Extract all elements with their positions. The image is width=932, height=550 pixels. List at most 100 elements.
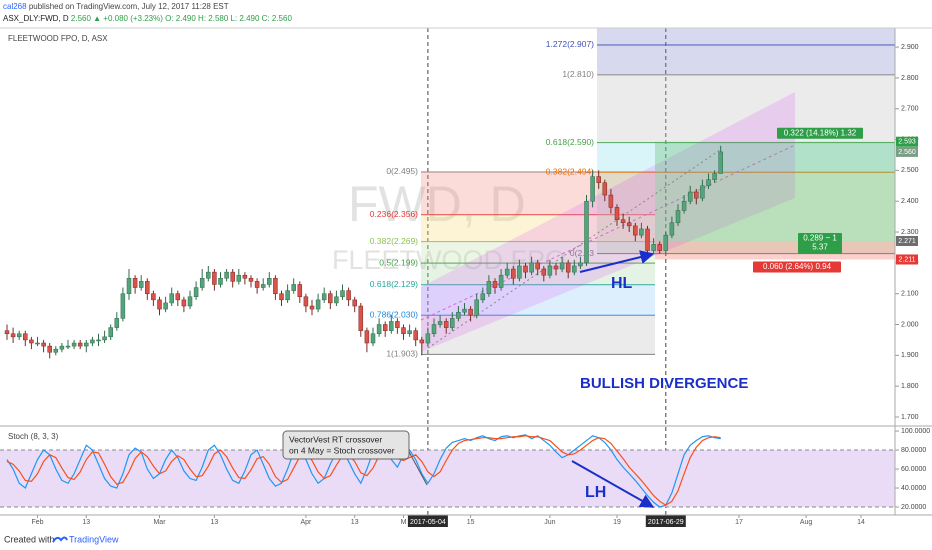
x-tick-label: Mar: [153, 519, 166, 526]
ratio-label: 0.289 ~ 1: [803, 234, 837, 243]
candle-body: [206, 271, 211, 279]
price-tag-label: 2.593: [898, 139, 916, 146]
candle-body: [71, 342, 77, 347]
candle-body: [651, 244, 656, 251]
candle-body: [608, 194, 614, 208]
candle-body: [242, 274, 248, 279]
candle-body: [468, 308, 473, 316]
candle-body: [230, 271, 235, 282]
trend-line: [427, 149, 721, 349]
candle-body: [16, 333, 22, 338]
candle-body: [102, 336, 107, 341]
y-tick-label: 2.100: [901, 291, 919, 298]
candle-body: [315, 299, 321, 310]
candle-body: [96, 339, 101, 342]
candle-body: [700, 185, 705, 199]
fib-label: 0.236(2.356): [370, 209, 418, 219]
change: ▲ +0.080 (+3.23%): [93, 14, 163, 23]
ohlc: O: 2.490 H: 2.580 L: 2.490 C: 2.560: [165, 14, 292, 23]
candle-body: [23, 333, 28, 341]
candle-body: [517, 265, 522, 279]
callout-text: VectorVest RT crossover: [289, 434, 382, 444]
candle-body: [706, 179, 711, 187]
user[interactable]: cal268: [3, 2, 27, 11]
candle-body: [157, 299, 162, 310]
candle-body: [224, 271, 229, 279]
candle-body: [340, 290, 345, 298]
candle-body: [614, 207, 620, 220]
candle-body: [35, 342, 40, 345]
candle-body: [633, 225, 638, 236]
candle-body: [626, 222, 632, 227]
candle-body: [645, 228, 650, 251]
candle-body: [694, 191, 699, 199]
stop-label-box: [753, 261, 841, 273]
candle-body: [309, 305, 315, 310]
candle-body: [504, 268, 510, 276]
y-tick-label: 60.0000: [901, 466, 926, 473]
candle-body: [358, 305, 364, 331]
candle-body: [657, 244, 662, 251]
x-tick-label: M: [401, 519, 407, 526]
candle-body: [267, 278, 272, 285]
fib-zone: [421, 284, 655, 316]
ratio-label: 5.37: [812, 243, 828, 252]
candle-body: [480, 293, 486, 301]
candle-body: [559, 262, 565, 270]
fib-label: 0.618(2.590): [546, 137, 594, 147]
logo-icon: [52, 536, 68, 543]
header-quote: ASX_DLY:FWD, D 2.560 ▲ +0.080 (+3.23%) O…: [3, 14, 292, 23]
stoch-line: [6, 434, 721, 508]
published: published on TradingView.com, July 12, 2…: [29, 2, 229, 11]
callout-text: on 4 May = Stoch crossover: [289, 445, 395, 455]
stoch-title: Stoch (8, 3, 3): [8, 432, 59, 441]
x-tick-label: Aug: [800, 519, 813, 526]
price-tag: [896, 235, 918, 246]
candle-body: [285, 290, 290, 301]
candle-body: [687, 191, 693, 202]
price-tag-label: 2.211: [899, 256, 916, 263]
annotation-hl: HL: [611, 275, 633, 292]
fib-label: 0.5(2.199): [379, 257, 418, 267]
fib-zone: [421, 241, 655, 264]
price-tag-label: 2.271: [898, 238, 916, 245]
x-tick-label: 19: [613, 519, 621, 526]
y-tick-label: 1.700: [901, 414, 919, 421]
candle-body: [321, 293, 327, 301]
candle-body: [553, 265, 559, 270]
candle-body: [41, 342, 46, 347]
candle-body: [675, 210, 681, 224]
candle-body: [181, 299, 187, 307]
y-tick-label: 2.900: [901, 44, 919, 51]
candle-body: [535, 262, 540, 270]
chart-title: FLEETWOOD FPO, D, ASX: [8, 34, 108, 43]
x-tick-label: 13: [82, 519, 90, 526]
candle-body: [663, 234, 669, 251]
candle-body: [364, 330, 370, 344]
channel-median: [420, 144, 796, 321]
candle-body: [498, 274, 504, 288]
fib-label: 0(2.495): [386, 166, 418, 176]
tradingview-logo[interactable]: TradingView: [52, 534, 119, 544]
candle-body: [370, 333, 376, 344]
candle-body: [419, 339, 425, 344]
fib-label: 1.272(2.907): [546, 39, 594, 49]
candle-body: [297, 284, 303, 298]
candle-body: [712, 173, 717, 180]
candle-body: [328, 293, 333, 304]
y-tick-label: 80.0000: [901, 447, 926, 454]
x-tick-label: Jun: [544, 519, 555, 526]
candle-body: [279, 293, 284, 301]
ratio-label-box: [798, 232, 842, 254]
x-tick-label: 17: [735, 519, 743, 526]
candle-body: [401, 327, 406, 335]
callout-box: [282, 430, 410, 460]
footer-created: Created with: [4, 534, 55, 544]
x-tick-highlight: [407, 515, 448, 527]
candle-body: [474, 299, 479, 316]
candle-body: [492, 281, 498, 288]
price-tag: [896, 254, 918, 265]
position-layer: 0.322 (14.18%) 1.32 0.289 ~ 15.37 0.060 (2…: [655, 127, 895, 273]
